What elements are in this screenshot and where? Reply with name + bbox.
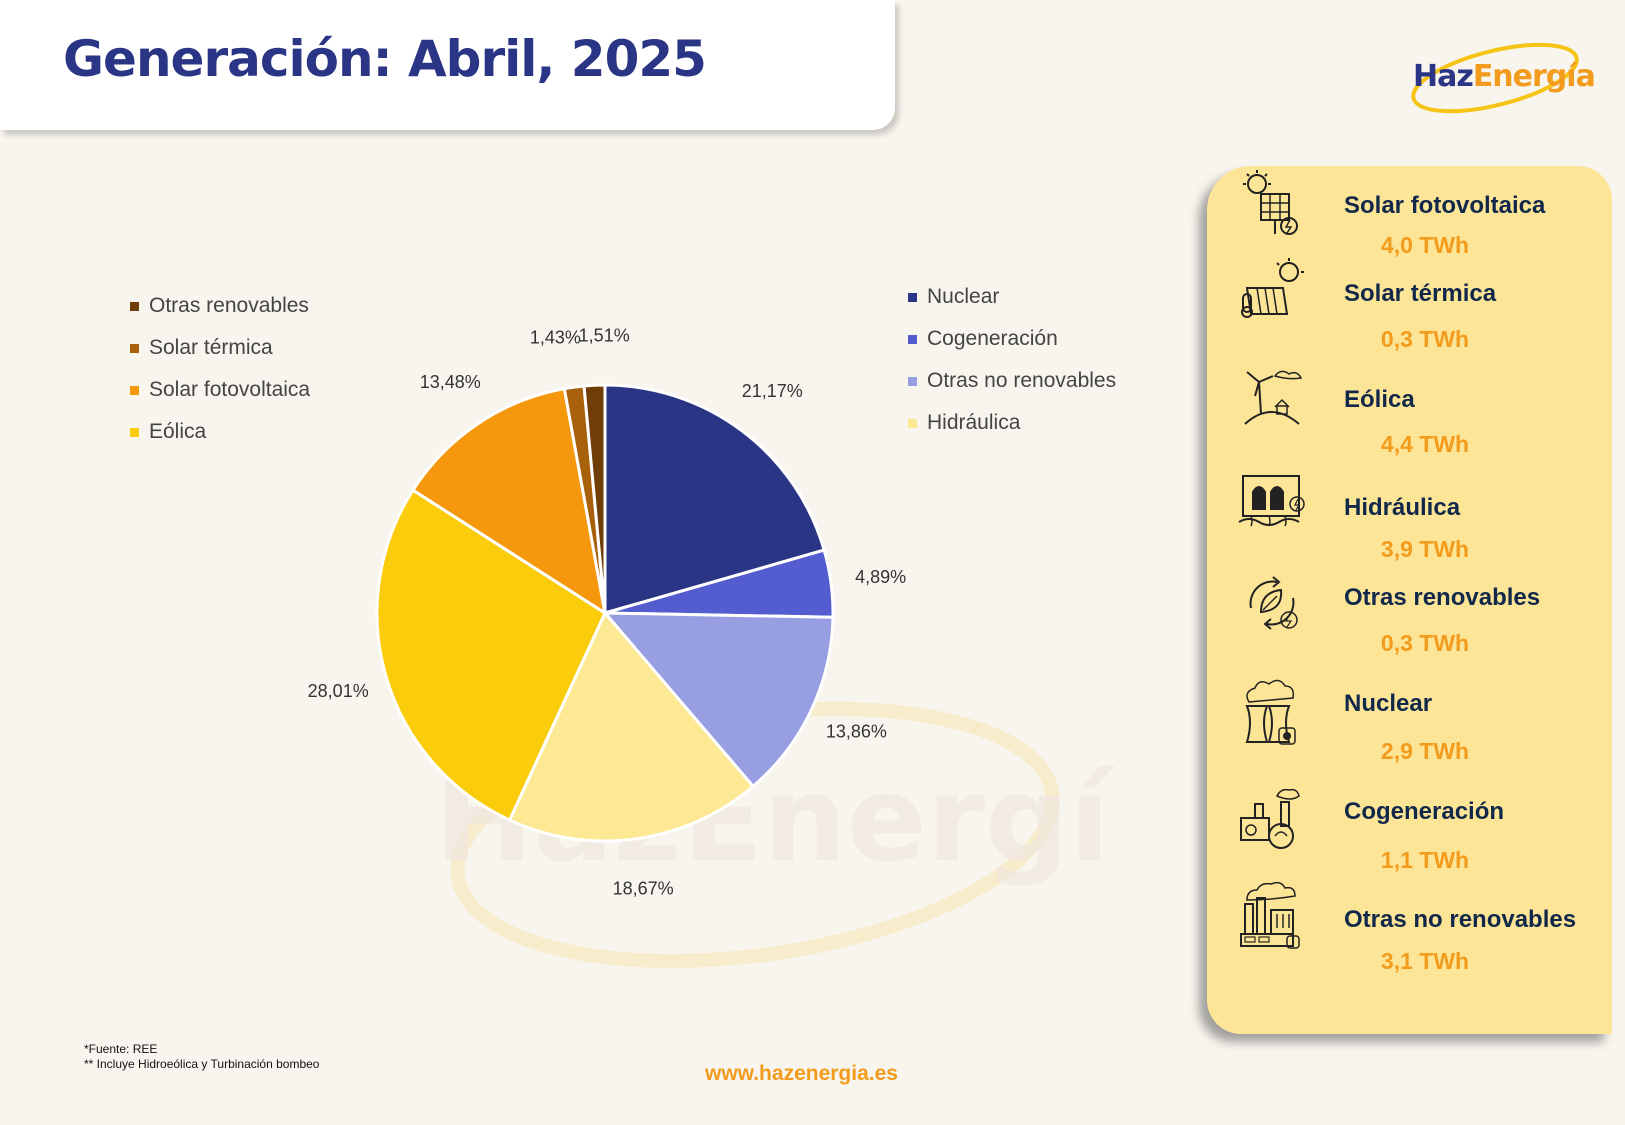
panel-item-value: 1,1 TWh [1380,847,1470,873]
logo-text-energia: Energía [1472,59,1596,94]
legend-swatch [908,334,917,344]
panel-item-value: 3,1 TWh [1380,948,1470,974]
footnote-note: ** Incluye Hidroeólica y Turbinación bom… [84,1057,320,1071]
factory-icon [1237,880,1307,950]
data-label-solar-termica: 1,43% [530,328,581,348]
panel-item-value: 2,9 TWh [1380,738,1470,764]
legend-item-hidraulica: Hidráulica [908,402,1116,444]
wind-turbine-icon [1237,362,1307,432]
data-label-solar-fotovoltaica: 13,48% [420,372,481,392]
legend-label: Cogeneración [927,327,1058,350]
legend-label: Solar térmica [149,336,273,359]
legend-item-otras-no-renovables: Otras no renovables [908,360,1116,402]
panel-item-value: 0,3 TWh [1380,630,1470,656]
data-label-eolica: 28,01% [308,681,369,701]
legend-item-eolica: Eólica [130,411,310,453]
data-label-otras-no-renovables: 13,86% [826,722,887,742]
pie-slice-hidraulica [508,611,755,843]
legend-label: Nuclear [927,285,1000,308]
website-link[interactable]: www.hazenergia.es [705,1062,898,1085]
logo-text-haz: Haz [1413,59,1474,94]
logo-swoosh-icon [1411,42,1579,114]
page-title: Generación: Abril, 2025 [63,30,707,88]
panel-item-name: Solar fotovoltaica [1344,192,1546,219]
panel-item-value: 4,4 TWh [1380,431,1470,457]
legend-item-nuclear: Nuclear [908,276,1116,318]
data-label-nuclear: 21,17% [742,381,803,401]
pie-slice-otras-renovables [582,383,607,615]
legend-swatch [908,292,917,302]
legend-swatch [130,343,139,353]
solar-thermal-icon [1237,258,1307,328]
data-label-hidraulica: 18,67% [613,878,674,898]
legend-swatch [130,385,139,395]
legend-label: Otras no renovables [927,369,1117,392]
legend-label: Otras renovables [149,294,309,317]
panel-item-value: 3,9 TWh [1380,536,1470,562]
panel-item-name: Eólica [1344,386,1415,413]
pie-slice-eolica [375,488,607,822]
footnote-source: *Fuente: REE [84,1042,158,1056]
panel-item-name: Nuclear [1344,690,1433,717]
legend-label: Solar fotovoltaica [149,378,311,401]
hydro-dam-icon [1237,470,1307,540]
panel-item-value: 0,3 TWh [1380,326,1470,352]
pie-slice-otras-no-renovables [603,611,835,788]
generation-summary-panel: Solar fotovoltaica 4,0 TWh Solar térmica 0,… [1207,166,1612,1034]
legend-item-cogeneracion: Cogeneración [908,318,1116,360]
legend-label: Eólica [149,420,207,443]
title-card: Generación: Abril, 2025 [0,0,895,130]
legend-swatch [908,376,917,386]
data-label-otras-renovables: 1,51% [579,325,630,345]
nuclear-plant-icon [1237,676,1307,746]
legend-label: Hidráulica [927,411,1021,434]
legend-swatch [908,418,917,428]
panel-item-name: Otras no renovables [1344,906,1577,933]
pie-slice-solar-fotovoltaica [411,387,607,615]
hazenergia-logo: HazEnergía [1405,35,1596,125]
panel-item-value: 4,0 TWh [1380,232,1470,258]
legend-swatch [130,301,139,311]
logo-text: HazEnergía [1413,59,1596,94]
panel-item-name: Otras renovables [1344,584,1541,611]
panel-item-name: Solar térmica [1344,280,1497,307]
legend-item-solar-fotovoltaica: Solar fotovoltaica [130,369,310,411]
panel-item-name: Cogeneración [1344,798,1505,825]
legend-item-solar-termica: Solar térmica [130,327,310,369]
solar-panel-icon [1237,170,1307,240]
legend-left: Otras renovables Solar térmica Solar fotov… [130,285,310,453]
pie-slice-nuclear [603,383,826,615]
panel-item-name: Hidráulica [1344,494,1461,521]
recycle-leaf-icon [1237,568,1307,638]
legend-right: Nuclear Cogeneración Otras no renovables Hi… [908,276,1116,444]
data-label-cogeneracion: 4,89% [855,567,906,587]
cogeneration-plant-icon [1237,786,1307,856]
footnotes: *Fuente: REE ** Incluye Hidroeólica y Tu… [84,1042,319,1072]
legend-swatch [130,427,139,437]
legend-item-otras-renovables: Otras renovables [130,285,310,327]
pie-chart: 21,17% 4,89% 13,86% 18,67% 28,01% 13,48% 1,43%… [308,325,906,898]
